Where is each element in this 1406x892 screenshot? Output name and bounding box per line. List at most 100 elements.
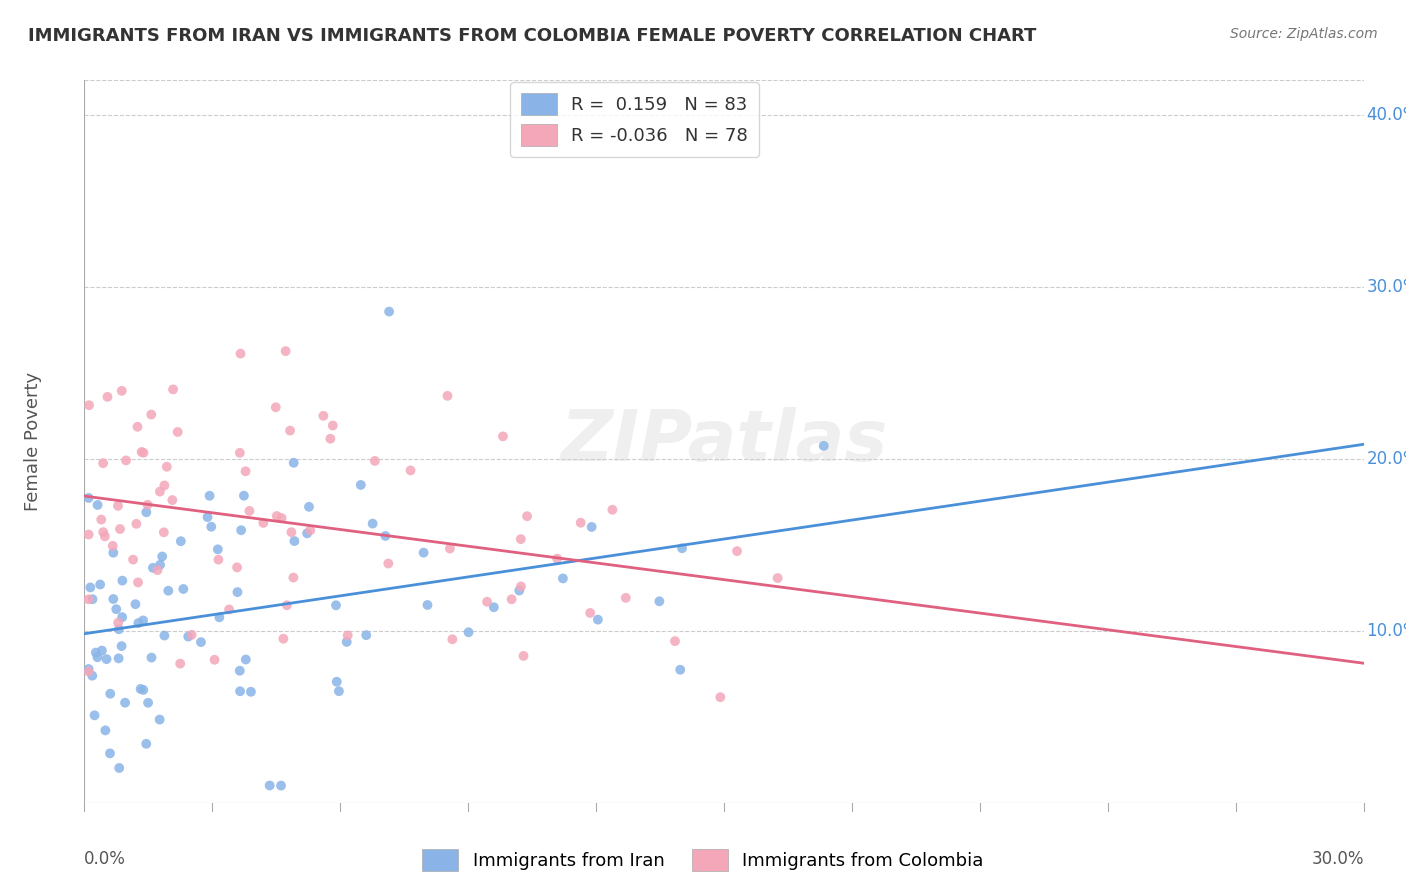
Point (813, 439, 835, 453)
Point (569, 516, 592, 530)
Point (127, 616, 149, 631)
Text: 30.0%: 30.0% (1367, 277, 1406, 296)
Point (350, 478, 373, 492)
Point (77, 592, 100, 607)
Point (83, 708, 105, 723)
Point (325, 599, 347, 613)
Point (127, 419, 149, 434)
Point (322, 418, 344, 433)
Point (115, 453, 138, 467)
Point (231, 523, 253, 537)
Point (77, 491, 100, 505)
Point (149, 484, 172, 499)
Point (77, 398, 100, 412)
Text: 10.0%: 10.0% (1367, 622, 1406, 640)
Point (190, 635, 212, 649)
Point (98, 687, 121, 701)
Point (153, 629, 176, 643)
Point (108, 622, 131, 636)
Point (709, 690, 731, 705)
Point (208, 610, 231, 624)
Point (103, 592, 125, 607)
Point (141, 408, 163, 422)
Text: 20.0%: 20.0% (1367, 450, 1406, 467)
Point (153, 478, 176, 492)
Point (77, 527, 100, 541)
Point (82, 669, 104, 683)
Point (108, 522, 131, 536)
Point (295, 526, 318, 541)
Point (648, 594, 671, 608)
Point (669, 663, 692, 677)
Point (162, 493, 184, 508)
Point (299, 523, 322, 537)
Point (725, 544, 748, 558)
Point (90, 643, 112, 657)
Point (107, 499, 129, 513)
Point (252, 516, 274, 530)
Point (79, 581, 101, 595)
Point (107, 615, 129, 630)
Point (319, 432, 342, 446)
Point (278, 424, 301, 438)
Point (239, 685, 262, 699)
Point (162, 383, 184, 397)
Point (283, 534, 305, 549)
Point (551, 571, 574, 585)
Point (94, 529, 117, 543)
Point (364, 454, 387, 468)
Point (274, 344, 297, 359)
Point (336, 635, 359, 649)
Point (280, 525, 302, 540)
Text: 40.0%: 40.0% (1367, 105, 1406, 124)
Point (150, 549, 173, 564)
Point (156, 459, 179, 474)
Point (492, 429, 515, 443)
Point (664, 634, 686, 648)
Point (579, 606, 602, 620)
Point (226, 585, 249, 599)
Point (90, 512, 112, 526)
Point (235, 652, 257, 666)
Point (105, 602, 128, 616)
Point (132, 446, 155, 460)
Point (207, 552, 229, 566)
Point (218, 602, 240, 616)
Point (229, 664, 252, 678)
Point (328, 684, 350, 698)
Point (101, 539, 124, 553)
Text: 30.0%: 30.0% (1312, 850, 1364, 868)
Point (510, 579, 533, 593)
Point (235, 464, 257, 478)
Point (94, 723, 117, 738)
Point (378, 304, 401, 318)
Point (124, 597, 146, 611)
Point (132, 682, 155, 697)
Point (180, 628, 202, 642)
Point (436, 389, 458, 403)
Point (374, 529, 396, 543)
Point (614, 591, 637, 605)
Point (508, 583, 530, 598)
Point (441, 632, 464, 647)
Point (377, 557, 399, 571)
Point (108, 761, 131, 775)
Point (232, 489, 254, 503)
Point (270, 779, 292, 793)
Point (111, 574, 134, 588)
Point (169, 657, 191, 671)
Point (198, 489, 221, 503)
Point (166, 425, 188, 439)
Point (766, 571, 789, 585)
Point (86, 498, 108, 512)
Point (197, 510, 219, 524)
Point (98, 747, 121, 761)
Point (86, 650, 108, 665)
Point (399, 463, 422, 477)
Point (229, 346, 252, 360)
Point (283, 456, 305, 470)
Point (111, 610, 134, 624)
Point (546, 551, 568, 566)
Text: IMMIGRANTS FROM IRAN VS IMMIGRANTS FROM COLOMBIA FEMALE POVERTY CORRELATION CHAR: IMMIGRANTS FROM IRAN VS IMMIGRANTS FROM … (28, 27, 1036, 45)
Point (266, 508, 288, 523)
